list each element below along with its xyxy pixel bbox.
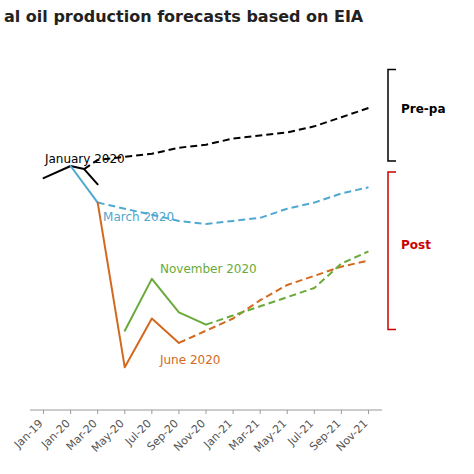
annotation: June 2020 [159,353,221,367]
x-tick [287,410,288,414]
annotations: January 2020 March 2020 November 2020 June … [44,70,446,368]
x-tick [260,410,261,414]
x-axis: Jan-19Jan-20Mar-20May-20Jul-20Sep-20Nov-… [11,410,371,455]
series-line [84,108,368,169]
x-tick [233,410,234,414]
x-tick [341,410,342,414]
x-tick [314,410,315,414]
annotation: March 2020 [103,210,174,224]
x-tick [178,410,179,414]
x-tick [70,410,71,414]
x-tick [97,410,98,414]
series-line [98,203,179,368]
x-tick-label: Nov-20 [171,417,208,454]
x-tick [151,410,152,414]
series-line [44,166,98,184]
side-label: Pre-pa [401,102,446,116]
bracket [388,172,396,329]
x-tick-label: Nov-21 [334,417,371,454]
series-line [125,279,206,331]
series-line [98,187,369,224]
bracket [388,70,396,161]
x-tick [206,410,207,414]
x-tick-label: May-20 [89,417,127,455]
annotation: January 2020 [44,152,125,166]
x-tick-label: Jan-19 [11,417,46,452]
x-tick [368,410,369,414]
x-tick [124,410,125,414]
chart: al oil production forecasts based on EIA… [0,0,474,474]
x-tick [43,410,44,414]
lines [44,108,369,367]
annotation: November 2020 [160,262,257,276]
side-label: Post [401,238,431,252]
x-tick-label: May-21 [252,417,290,455]
title: al oil production forecasts based on EIA [4,7,364,26]
series-line [71,166,98,203]
